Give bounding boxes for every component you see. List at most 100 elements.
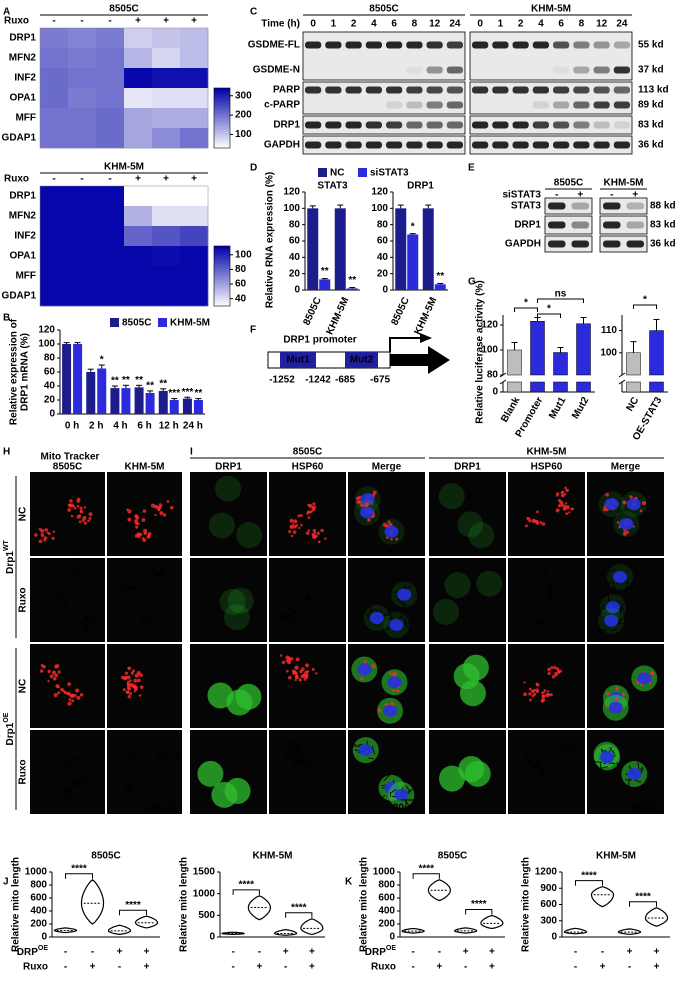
bar bbox=[73, 344, 83, 414]
y-axis-label: Relative mito length bbox=[11, 857, 22, 952]
y-axis-label: Relative expression of bbox=[9, 318, 20, 425]
mito-dot bbox=[317, 540, 321, 544]
mito-filament bbox=[527, 756, 531, 764]
blot-band bbox=[553, 41, 570, 49]
heat-cell bbox=[152, 186, 181, 207]
sign: - bbox=[628, 962, 631, 973]
micrograph bbox=[508, 644, 585, 728]
drp1-signal bbox=[223, 604, 250, 631]
significance-bracket bbox=[119, 909, 147, 916]
row-label: DRP1 bbox=[9, 33, 36, 44]
mito-dot bbox=[560, 491, 564, 494]
panel-label: J bbox=[3, 877, 9, 888]
legend-swatch bbox=[318, 168, 327, 177]
size-label: 83 kd bbox=[650, 220, 676, 231]
colorbar-slice bbox=[214, 98, 230, 101]
blot-band bbox=[553, 86, 570, 94]
blot-band bbox=[593, 101, 610, 109]
mito-dot bbox=[134, 533, 139, 538]
axis-label: Time (h) bbox=[261, 19, 300, 30]
sign: + bbox=[163, 16, 169, 27]
y-tick-label: 40 bbox=[377, 252, 389, 263]
mito-dot bbox=[306, 670, 310, 673]
mito-filament bbox=[142, 620, 148, 625]
drp1-signal bbox=[433, 598, 460, 625]
mito-filament bbox=[407, 586, 412, 589]
micrograph bbox=[30, 472, 105, 556]
mito-filament bbox=[535, 760, 539, 766]
mito-dot bbox=[67, 682, 72, 686]
mito-dot bbox=[73, 507, 77, 510]
mito-filament bbox=[123, 590, 127, 599]
drp1-signal bbox=[236, 521, 263, 548]
colorbar-slice bbox=[214, 118, 230, 121]
mito-filament bbox=[72, 781, 79, 785]
colorbar-slice bbox=[214, 94, 230, 97]
chart-title: STAT3 bbox=[317, 181, 348, 192]
mito-filament bbox=[80, 622, 86, 627]
drp1-signal bbox=[439, 765, 466, 792]
mito-filament bbox=[82, 770, 85, 780]
y-tick-label: 80 bbox=[44, 353, 56, 364]
micrograph bbox=[587, 558, 664, 642]
drp1-signal bbox=[462, 654, 489, 681]
mito-filament bbox=[537, 767, 543, 774]
mito-dot bbox=[298, 526, 301, 530]
mito-filament bbox=[62, 586, 70, 590]
blot-band bbox=[593, 141, 610, 149]
legend-swatch bbox=[110, 318, 119, 327]
colorbar-slice bbox=[214, 274, 230, 277]
blot-band bbox=[365, 121, 382, 129]
mito-dot bbox=[363, 660, 367, 664]
mito-filament bbox=[60, 763, 67, 767]
heat-cell bbox=[124, 28, 153, 49]
mito-dot bbox=[57, 686, 60, 689]
mito-filament bbox=[612, 581, 616, 591]
row-label: GAPDH bbox=[505, 239, 541, 250]
mito-filament bbox=[88, 613, 96, 621]
mito-filament bbox=[72, 783, 78, 789]
mito-filament bbox=[49, 591, 58, 597]
sign: - bbox=[64, 947, 67, 958]
mito-filament bbox=[308, 597, 311, 603]
scale-bar-label: 20μm bbox=[393, 803, 419, 814]
mito-dot bbox=[532, 688, 536, 692]
mito-filament bbox=[57, 580, 61, 590]
sign: - bbox=[284, 962, 287, 973]
sign: - bbox=[118, 962, 121, 973]
drp1-signal bbox=[211, 781, 238, 808]
micrograph bbox=[508, 558, 585, 642]
mito-dot bbox=[320, 528, 324, 533]
panel-label: C bbox=[250, 7, 257, 18]
blot-band bbox=[603, 202, 621, 210]
tss-arrow bbox=[389, 337, 425, 352]
position-label: -1252 bbox=[269, 375, 295, 386]
mito-dot bbox=[550, 666, 554, 670]
mito-filament bbox=[405, 785, 412, 793]
heat-cell bbox=[68, 206, 97, 227]
bar bbox=[434, 284, 446, 290]
mito-filament bbox=[164, 563, 168, 571]
mito-filament bbox=[65, 786, 71, 793]
mito-dot bbox=[564, 502, 568, 505]
mito-filament bbox=[305, 598, 311, 600]
mito-filament bbox=[534, 618, 541, 627]
blot-band bbox=[345, 41, 362, 49]
heat-cell bbox=[40, 108, 69, 129]
y-tick-label: 120 bbox=[38, 325, 55, 336]
mito-dot bbox=[565, 505, 570, 510]
mito-dot bbox=[541, 694, 546, 699]
mito-filament bbox=[70, 568, 74, 575]
sign: + bbox=[632, 190, 638, 201]
mito-dot bbox=[621, 692, 626, 697]
colorbar-slice bbox=[214, 144, 230, 147]
bar bbox=[626, 352, 641, 376]
mito-filament bbox=[137, 616, 146, 620]
blot-band bbox=[626, 221, 644, 229]
heat-cell bbox=[124, 226, 153, 247]
colorbar-slice bbox=[214, 140, 230, 143]
blot-band bbox=[548, 202, 566, 210]
mito-filament bbox=[540, 584, 544, 591]
factor-label: DRPOE bbox=[365, 945, 397, 958]
y-tick-label: 0 bbox=[382, 285, 388, 296]
